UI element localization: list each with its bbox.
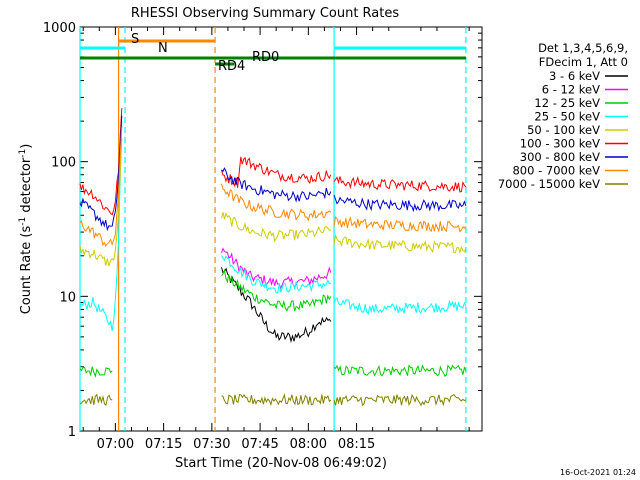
y-tick-label-3: 1000 [43, 21, 76, 36]
legend-header-line2: FDecim 1, Att 0 [539, 55, 628, 69]
y-tick-label-1: 10 [59, 290, 76, 305]
series-25-50-kev [79, 121, 467, 332]
series-line-segment [221, 167, 332, 203]
marker-s-label: S [131, 32, 139, 47]
svg-text:Count Rate (s-1 detector-1): Count Rate (s-1 detector-1) [18, 144, 34, 315]
y-tick-label-2: 100 [51, 156, 76, 171]
series-line-segment [79, 121, 123, 332]
x-tick-label-4: 08:00 [290, 437, 327, 452]
chart-title: RHESSI Observing Summary Count Rates [131, 6, 400, 21]
series-line-segment [79, 137, 123, 267]
series-line-segment [333, 194, 467, 213]
series-line-segment [221, 255, 331, 294]
series-line-segment [221, 156, 332, 188]
series-50-100-kev [79, 137, 467, 267]
x-tick-label-5: 08:15 [338, 437, 375, 452]
y-axis-label: Count Rate (s-1 detector-1) [18, 144, 34, 315]
marker-rd0-label: RD0 [252, 50, 279, 65]
series-line-segment [79, 108, 123, 216]
series-line-segment [333, 297, 467, 316]
x-tick-label-0: 07:00 [97, 437, 134, 452]
legend-label-2: 12 - 25 keV [534, 96, 600, 110]
marker-labels: S N RD0 RD4 [131, 32, 279, 74]
observation-overlays [79, 27, 467, 431]
legend-header-line1: Det 1,3,4,5,6,9, [538, 41, 628, 55]
series-line-segment [333, 393, 467, 407]
series-line-segment [221, 393, 332, 406]
series-line-segment [79, 115, 123, 232]
legend-label-7: 800 - 7000 keV [512, 164, 600, 178]
series-12-25-kev [79, 268, 467, 378]
series-line-segment [221, 183, 332, 222]
legend-label-4: 50 - 100 keV [527, 123, 600, 137]
series-layer [79, 108, 467, 407]
footer-timestamp: 16-Oct-2021 01:24 [560, 468, 636, 477]
series-800-7000-kev [79, 127, 467, 247]
x-tick-label-1: 07:15 [145, 437, 182, 452]
x-tick-label-3: 07:45 [241, 437, 278, 452]
x-tick-label-2: 07:30 [193, 437, 230, 452]
legend-label-6: 300 - 800 keV [520, 150, 600, 164]
series-7000-15000-kev [79, 393, 467, 407]
x-axis-label: Start Time (20-Nov-08 06:49:02) [175, 456, 387, 471]
y-tick-label-0: 1 [68, 425, 76, 440]
series-3-6-kev [221, 267, 332, 344]
series-line-segment [221, 211, 331, 243]
marker-rd4-label: RD4 [218, 59, 245, 74]
legend-label-8: 7000 - 15000 keV [498, 177, 600, 191]
series-line-segment [333, 176, 467, 193]
legend-label-3: 25 - 50 keV [534, 110, 600, 124]
series-line-segment [333, 216, 467, 233]
marker-n-label: N [158, 41, 168, 56]
legend: Det 1,3,4,5,6,9, FDecim 1, Att 0 3 - 6 k… [498, 41, 628, 191]
legend-label-5: 100 - 300 keV [520, 137, 600, 151]
series-100-300-kev [79, 108, 467, 216]
tick-marks [80, 26, 482, 432]
series-line-segment [79, 393, 113, 406]
series-line-segment [333, 233, 467, 255]
x-tick-labels: 07:00 07:15 07:30 07:45 08:00 08:15 [97, 437, 376, 452]
y-tick-labels: 1 10 100 1000 [43, 21, 76, 440]
series-line-segment [79, 366, 113, 378]
legend-label-1: 6 - 12 keV [542, 83, 600, 97]
series-300-800-kev [79, 115, 467, 232]
series-line-segment [79, 127, 123, 247]
legend-label-0: 3 - 6 keV [549, 69, 600, 83]
series-line-segment [333, 364, 467, 377]
series-line-segment [221, 267, 332, 344]
series-line-segment [221, 268, 332, 312]
